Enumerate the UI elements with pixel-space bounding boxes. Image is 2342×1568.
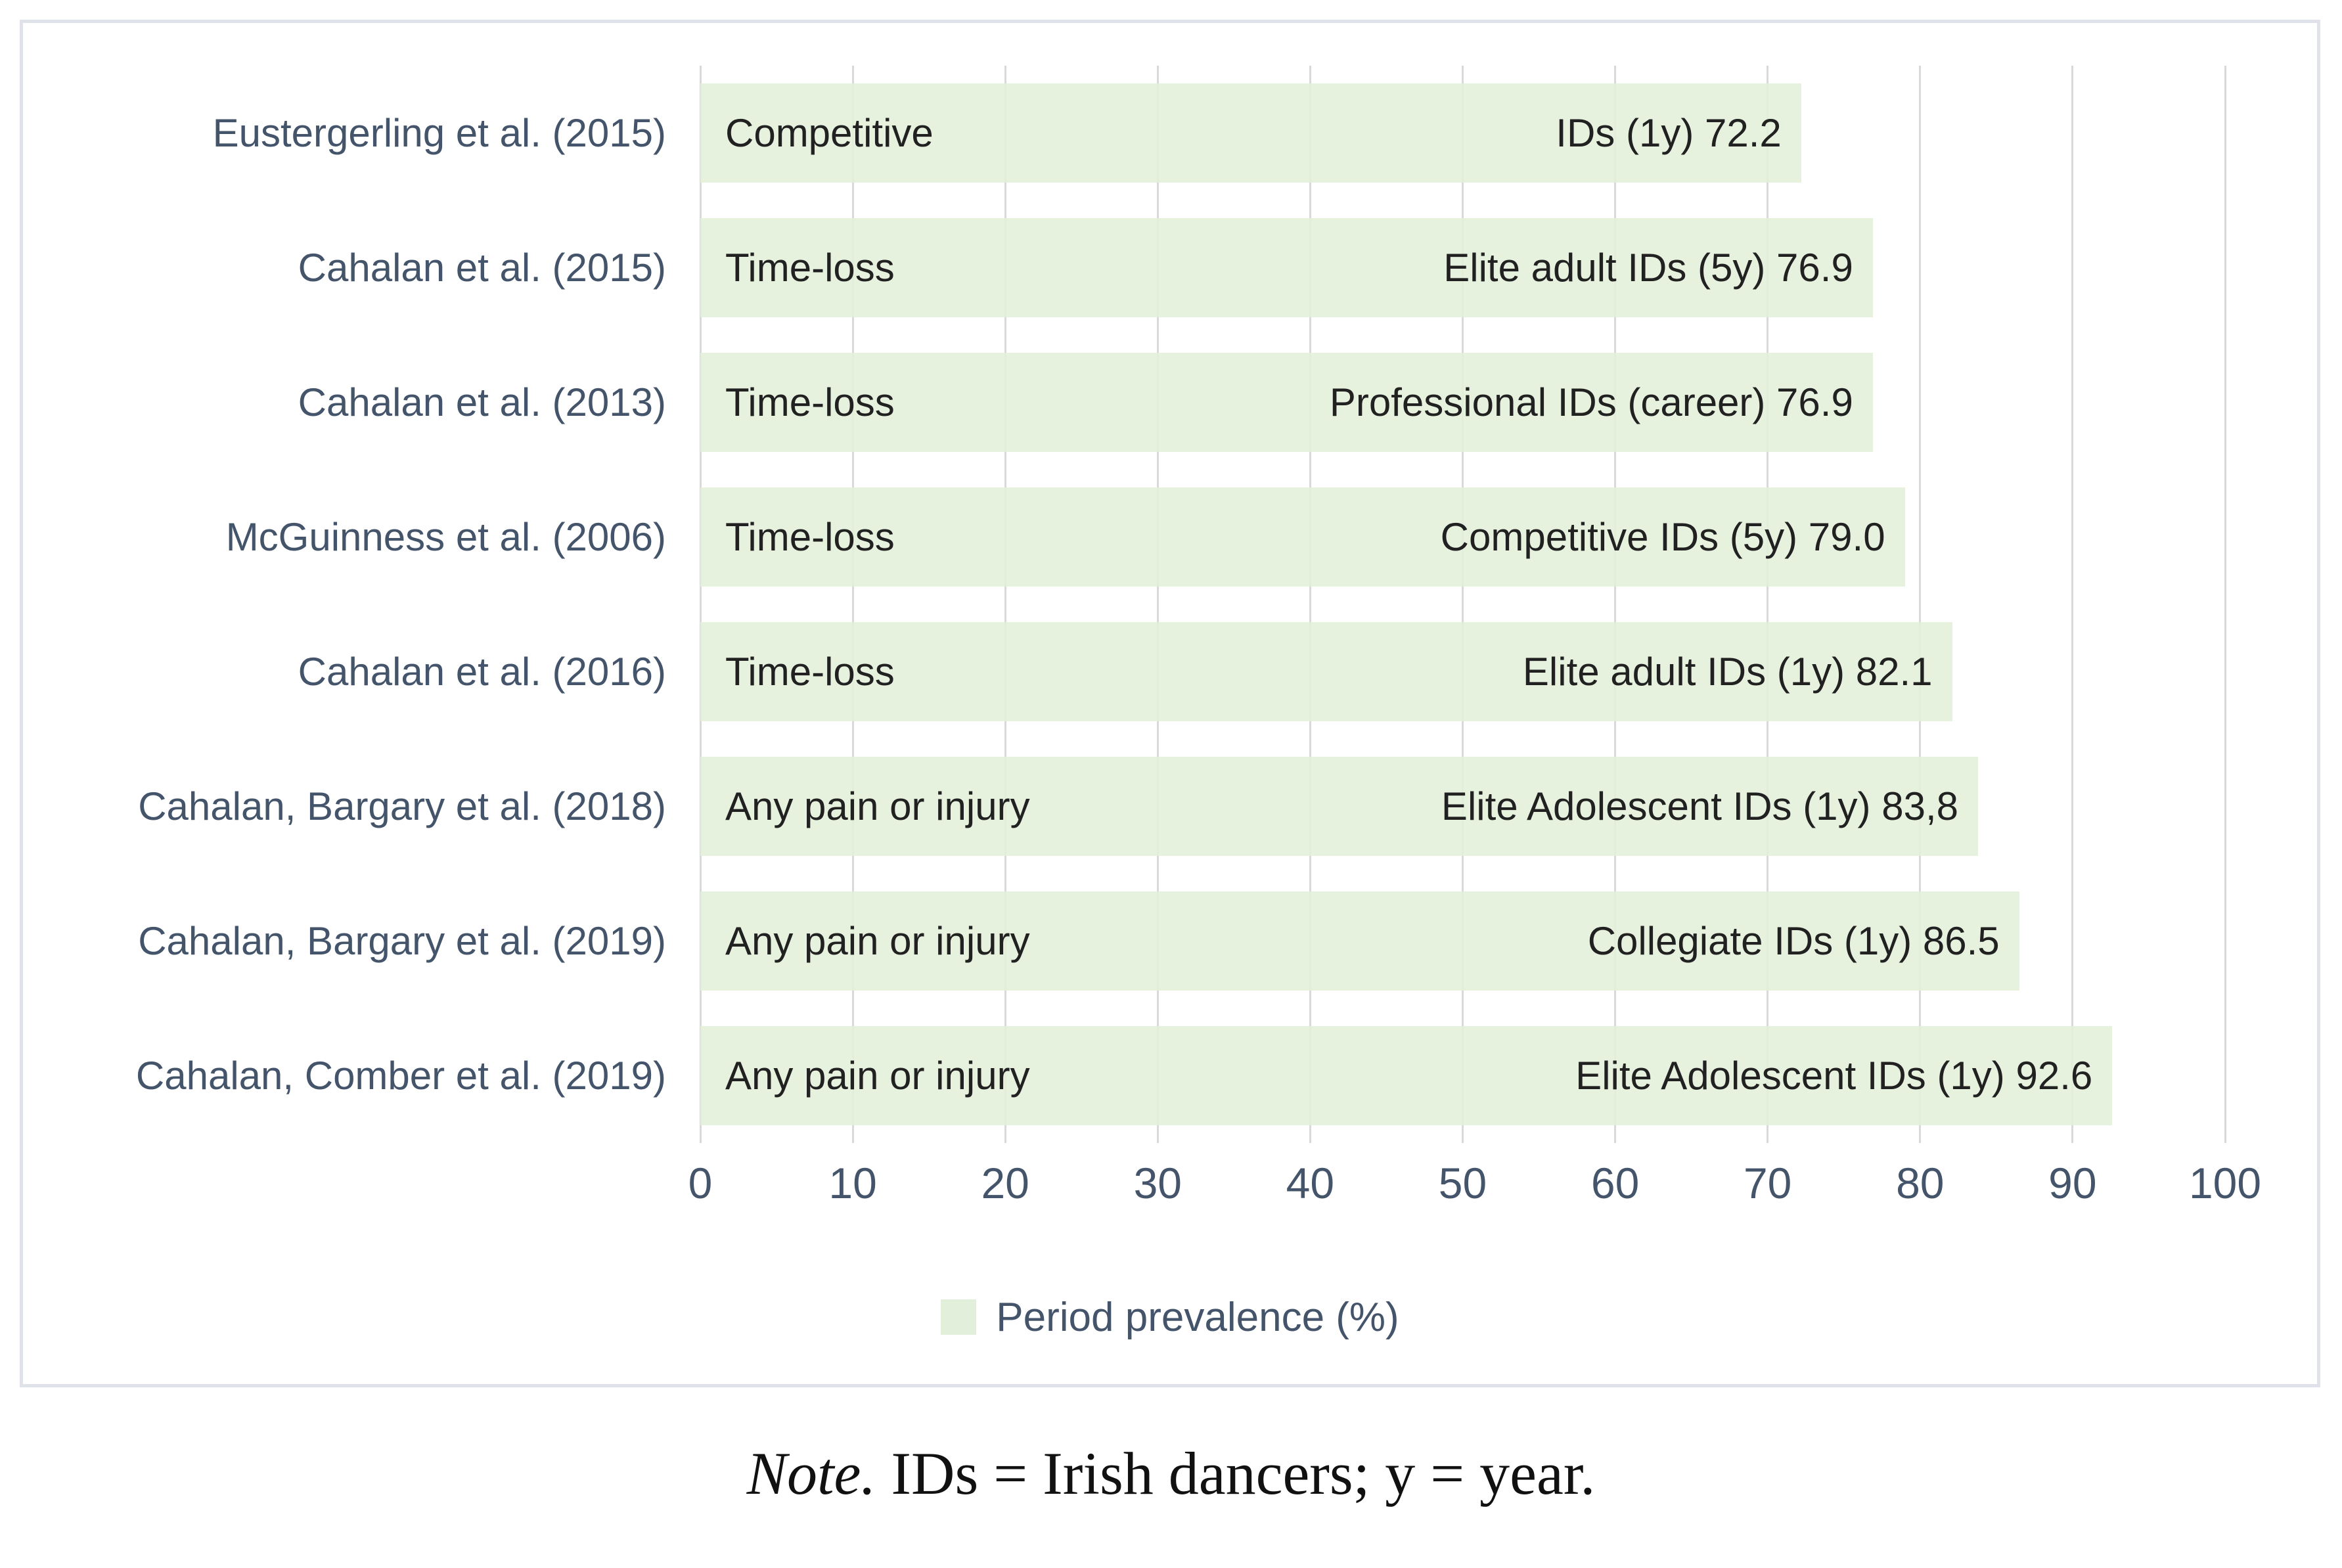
bar: Any pain or injury Elite Adolescent IDs …	[700, 757, 1978, 856]
injury-definition-label: Competitive	[725, 111, 934, 155]
table-row: McGuinness et al. (2006) Time-loss Compe…	[23, 470, 2225, 604]
gridline-20	[1004, 66, 1006, 1143]
chart-frame: Eustergerling et al. (2015) Competitive …	[20, 20, 2320, 1387]
gridline-70	[1767, 66, 1769, 1143]
category-label: Cahalan, Bargary et al. (2019)	[138, 919, 666, 963]
bar-value-label: Elite Adolescent IDs (1y) 83,8	[1441, 784, 1958, 828]
injury-definition-label: Time-loss	[725, 380, 895, 424]
category-label: Cahalan et al. (2013)	[298, 380, 666, 424]
injury-definition-label: Time-loss	[725, 650, 895, 694]
bar-area: Any pain or injury Elite Adolescent IDs …	[700, 739, 2225, 874]
x-tick-label-90: 90	[2048, 1159, 2097, 1207]
table-row: Cahalan et al. (2015) Time-loss Elite ad…	[23, 200, 2225, 335]
gridline-50	[1462, 66, 1464, 1143]
category-label: Eustergerling et al. (2015)	[212, 111, 666, 155]
x-tick-label-30: 30	[1133, 1159, 1182, 1207]
bar: Time-loss Elite adult IDs (1y) 82.1	[700, 622, 1952, 721]
bar-value-label: Professional IDs (career) 76.9	[1329, 380, 1853, 424]
category-label: Cahalan et al. (2016)	[298, 650, 666, 694]
bar-value-label: Collegiate IDs (1y) 86.5	[1587, 919, 2000, 963]
gridline-40	[1309, 66, 1311, 1143]
x-tick-label-70: 70	[1743, 1159, 1792, 1207]
bar-area: Competitive IDs (1y) 72.2	[700, 66, 2225, 200]
bar: Time-loss Professional IDs (career) 76.9	[700, 353, 1873, 452]
gridline-100	[2224, 66, 2226, 1143]
x-tick-label-100: 100	[2188, 1159, 2262, 1207]
x-tick-label-10: 10	[828, 1159, 877, 1207]
category-label: Cahalan et al. (2015)	[298, 246, 666, 290]
bar: Any pain or injury Elite Adolescent IDs …	[700, 1026, 2113, 1125]
injury-definition-label: Time-loss	[725, 246, 895, 290]
gridline-10	[851, 66, 854, 1143]
note-prefix: Note.	[746, 1440, 876, 1507]
gridline-60	[1614, 66, 1617, 1143]
bar-rows: Eustergerling et al. (2015) Competitive …	[23, 66, 2225, 1143]
injury-definition-label: Any pain or injury	[725, 919, 1030, 963]
injury-definition-label: Any pain or injury	[725, 1054, 1030, 1098]
x-tick-label-60: 60	[1590, 1159, 1640, 1207]
table-row: Cahalan et al. (2016) Time-loss Elite ad…	[23, 604, 2225, 739]
gridline-80	[1919, 66, 1922, 1143]
table-row: Cahalan, Bargary et al. (2019) Any pain …	[23, 874, 2225, 1008]
bar-area: Any pain or injury Elite Adolescent IDs …	[700, 1008, 2225, 1143]
bar-value-label: IDs (1y) 72.2	[1556, 111, 1782, 155]
bar-value-label: Elite adult IDs (1y) 82.1	[1522, 650, 1933, 694]
bar-value-label: Competitive IDs (5y) 79.0	[1440, 515, 1885, 559]
x-tick-label-50: 50	[1438, 1159, 1487, 1207]
bar: Time-loss Elite adult IDs (5y) 76.9	[700, 218, 1873, 317]
table-row: Cahalan, Bargary et al. (2018) Any pain …	[23, 739, 2225, 874]
bar-value-label: Elite Adolescent IDs (1y) 92.6	[1575, 1054, 2093, 1098]
table-row: Cahalan, Comber et al. (2019) Any pain o…	[23, 1008, 2225, 1143]
x-tick-label-0: 0	[688, 1159, 713, 1207]
category-label: Cahalan, Bargary et al. (2018)	[138, 784, 666, 828]
x-tick-label-40: 40	[1286, 1159, 1335, 1207]
bar: Time-loss Competitive IDs (5y) 79.0	[700, 487, 1905, 587]
x-tick-label-80: 80	[1896, 1159, 1945, 1207]
legend-label: Period prevalence (%)	[996, 1294, 1399, 1340]
injury-definition-label: Any pain or injury	[725, 784, 1030, 828]
figure-note: Note. IDs = Irish dancers; y = year.	[0, 1439, 2342, 1508]
bar-value-label: Elite adult IDs (5y) 76.9	[1443, 246, 1853, 290]
legend-swatch-icon	[941, 1299, 977, 1335]
bar-area: Time-loss Professional IDs (career) 76.9	[700, 335, 2225, 470]
note-text: IDs = Irish dancers; y = year.	[876, 1440, 1596, 1507]
gridline-90	[2071, 66, 2074, 1143]
gridline-0	[699, 66, 702, 1143]
gridline-layer	[23, 23, 2317, 1384]
bar-area: Time-loss Elite adult IDs (1y) 82.1	[700, 604, 2225, 739]
category-label: McGuinness et al. (2006)	[225, 515, 666, 559]
table-row: Cahalan et al. (2013) Time-loss Professi…	[23, 335, 2225, 470]
gridline-30	[1156, 66, 1159, 1143]
bar-area: Time-loss Competitive IDs (5y) 79.0	[700, 470, 2225, 604]
bar-area: Any pain or injury Collegiate IDs (1y) 8…	[700, 874, 2225, 1008]
x-tick-label-20: 20	[981, 1159, 1029, 1207]
category-label: Cahalan, Comber et al. (2019)	[135, 1054, 666, 1098]
table-row: Eustergerling et al. (2015) Competitive …	[23, 66, 2225, 200]
x-axis: 0 10 20 30 40 50 60 70 80 90 100	[23, 1158, 2317, 1217]
bar: Competitive IDs (1y) 72.2	[700, 83, 1801, 183]
bar-area: Time-loss Elite adult IDs (5y) 76.9	[700, 200, 2225, 335]
injury-definition-label: Time-loss	[725, 515, 895, 559]
legend: Period prevalence (%)	[23, 1288, 2317, 1347]
bar: Any pain or injury Collegiate IDs (1y) 8…	[700, 891, 2019, 991]
